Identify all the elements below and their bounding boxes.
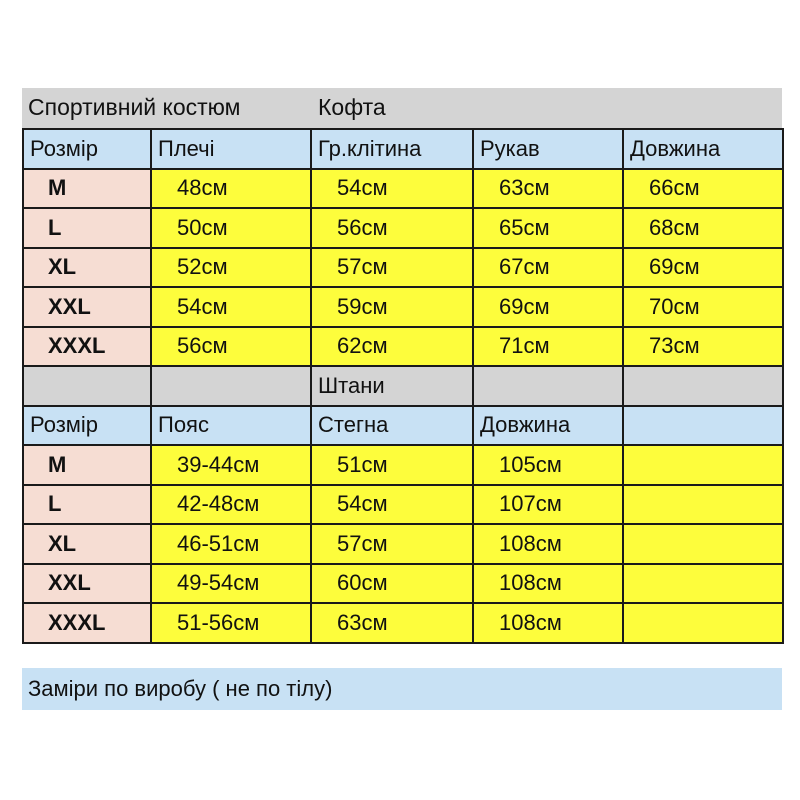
measurement-cell: 46-51см (150, 523, 312, 565)
measurement-cell: 108см (472, 562, 624, 604)
measurement-cell: 70см (622, 286, 784, 328)
section-empty-cell (22, 365, 152, 407)
measurement-cell: 63см (472, 167, 624, 209)
pants-header-row: Розмір Пояс Стегна Довжина (22, 404, 784, 446)
measurement-cell: 52см (150, 246, 312, 288)
jacket-table-row: XXXL 56см 62см 71см 73см (22, 325, 784, 367)
measurement-cell (622, 602, 784, 644)
jacket-header-cell: Довжина (622, 128, 784, 170)
size-label: XXL (22, 562, 152, 604)
size-label: L (22, 207, 152, 249)
measurement-cell: 54см (310, 167, 474, 209)
measurement-cell: 59см (310, 286, 474, 328)
measurement-cell: 49-54см (150, 562, 312, 604)
pants-header-cell (622, 404, 784, 446)
jacket-header-cell: Розмір (22, 128, 152, 170)
size-label: M (22, 167, 152, 209)
measurement-cell: 105см (472, 444, 624, 486)
measurement-cell (622, 444, 784, 486)
title-row: Спортивний костюм Кофта (22, 88, 782, 128)
section-label-pants: Штани (310, 365, 474, 407)
section-empty-cell (472, 365, 624, 407)
pants-table-row: M 39-44см 51см 105см (22, 444, 784, 486)
pants-header-cell: Довжина (472, 404, 624, 446)
section-empty-cell (622, 365, 784, 407)
measurement-cell (622, 483, 784, 525)
pants-header-cell: Стегна (310, 404, 474, 446)
pants-table-row: XXXL 51-56см 63см 108см (22, 602, 784, 644)
measurement-cell: 68см (622, 207, 784, 249)
measurement-cell (622, 562, 784, 604)
measurement-cell: 56см (150, 325, 312, 367)
pants-table-row: XL 46-51см 57см 108см (22, 523, 784, 565)
size-label: XL (22, 246, 152, 288)
measurement-cell: 69см (472, 286, 624, 328)
jacket-header-row: Розмір Плечі Гр.клітина Рукав Довжина (22, 128, 784, 170)
measurement-cell: 67см (472, 246, 624, 288)
jacket-table-row: M 48см 54см 63см 66см (22, 167, 784, 209)
measurement-cell: 66см (622, 167, 784, 209)
footer-note-row: Заміри по виробу ( не по тілу) (22, 668, 782, 710)
measurement-cell: 54см (310, 483, 474, 525)
section-empty-cell (150, 365, 312, 407)
measurement-cell: 57см (310, 523, 474, 565)
measurement-cell: 48см (150, 167, 312, 209)
measurement-cell: 57см (310, 246, 474, 288)
measurement-cell: 51-56см (150, 602, 312, 644)
measurement-cell: 73см (622, 325, 784, 367)
measurement-cell: 65см (472, 207, 624, 249)
title-section-jacket: Кофта (318, 94, 386, 120)
measurement-cell: 60см (310, 562, 474, 604)
measurement-cell: 56см (310, 207, 474, 249)
size-label: M (22, 444, 152, 486)
measurement-cell: 63см (310, 602, 474, 644)
title-product: Спортивний костюм (28, 94, 241, 120)
measurement-cell (622, 523, 784, 565)
measurement-cell: 62см (310, 325, 474, 367)
size-label: XXL (22, 286, 152, 328)
measurement-cell: 54см (150, 286, 312, 328)
measurement-cell: 50см (150, 207, 312, 249)
jacket-header-cell: Плечі (150, 128, 312, 170)
size-label: L (22, 483, 152, 525)
jacket-table-row: XXL 54см 59см 69см 70см (22, 286, 784, 328)
pants-header-cell: Пояс (150, 404, 312, 446)
size-label: XXXL (22, 325, 152, 367)
pants-table-row: XXL 49-54см 60см 108см (22, 562, 784, 604)
measurement-cell: 69см (622, 246, 784, 288)
size-table: Розмір Плечі Гр.клітина Рукав Довжина M 48см 54… (22, 128, 784, 644)
footer-note: Заміри по виробу ( не по тілу) (28, 676, 333, 701)
pants-table-row: L 42-48см 54см 107см (22, 483, 784, 525)
size-label: XXXL (22, 602, 152, 644)
measurement-cell: 108см (472, 602, 624, 644)
jacket-table-row: XL 52см 57см 67см 69см (22, 246, 784, 288)
size-label: XL (22, 523, 152, 565)
measurement-cell: 107см (472, 483, 624, 525)
measurement-cell: 71см (472, 325, 624, 367)
measurement-cell: 39-44см (150, 444, 312, 486)
measurement-cell: 108см (472, 523, 624, 565)
jacket-table-row: L 50см 56см 65см 68см (22, 207, 784, 249)
pants-section-row: Штани (22, 365, 784, 407)
measurement-cell: 42-48см (150, 483, 312, 525)
measurement-cell: 51см (310, 444, 474, 486)
jacket-header-cell: Рукав (472, 128, 624, 170)
jacket-header-cell: Гр.клітина (310, 128, 474, 170)
pants-header-cell: Розмір (22, 404, 152, 446)
